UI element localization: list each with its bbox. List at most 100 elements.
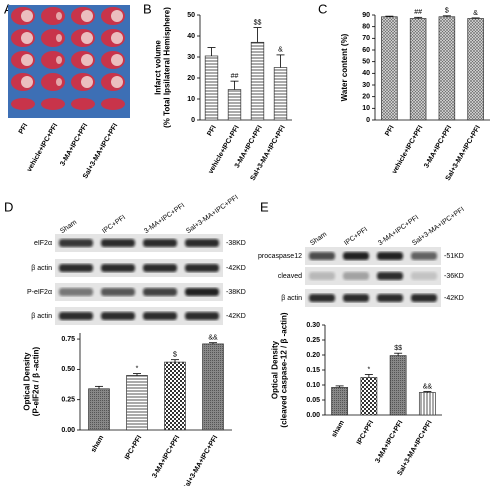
y-axis-label: (P-eIF2α / β -actin): [32, 346, 41, 416]
band: [411, 294, 437, 302]
bar: [389, 355, 407, 416]
band: [185, 239, 219, 247]
blot-strip: [305, 267, 441, 285]
y-tick-label: 0.25: [61, 397, 75, 404]
band: [101, 239, 135, 247]
y-tick-label: 60: [362, 47, 370, 54]
infarct: [21, 76, 33, 88]
lane-label: IPC+PFI: [343, 226, 369, 247]
y-tick-label: 40: [187, 33, 195, 40]
row-label: eIF2α: [34, 240, 52, 247]
x-tick-label: 3-MA+IPC+PFI: [423, 124, 453, 169]
y-axis-label: (% Total Ipsilateral Hemisphere): [163, 7, 172, 128]
bar: [467, 18, 484, 121]
infarct: [21, 10, 33, 22]
band: [143, 239, 177, 247]
infarct: [111, 54, 123, 66]
annotation: &: [278, 47, 283, 54]
annotation: $$: [254, 19, 262, 26]
x-tick-label: sham: [90, 434, 105, 453]
y-axis-label: Optical Density: [271, 340, 280, 399]
y-tick-label: 0.30: [306, 322, 320, 329]
blot-strip: [305, 247, 441, 265]
band: [143, 312, 177, 320]
band: [185, 264, 219, 272]
infarct: [21, 32, 33, 44]
lane-label: IPC+PFI: [101, 214, 127, 235]
annotation: *: [136, 365, 139, 372]
blot-strip: [55, 234, 223, 252]
infarct: [81, 32, 93, 44]
infarct: [81, 76, 93, 88]
y-tick-label: 0.25: [306, 337, 320, 344]
band: [343, 252, 369, 260]
bar: [273, 67, 288, 121]
band: [377, 252, 403, 260]
infarct: [81, 54, 93, 66]
brain-slice: [41, 7, 65, 25]
lane-label: 3-MA+IPC+PFI: [143, 202, 186, 235]
x-tick-label: sham: [331, 419, 346, 438]
annotation: *: [368, 366, 371, 373]
bar: [250, 41, 265, 121]
infarct: [56, 34, 62, 42]
panel-label: B: [143, 1, 152, 16]
band: [309, 294, 335, 302]
size-label: -42KD: [444, 295, 464, 302]
x-tick-label: Sal+3-MA+IPC+PFI: [182, 434, 219, 486]
group-label: 3-MA+IPC+PFI: [59, 122, 89, 167]
brain-slice: [41, 51, 65, 69]
band: [59, 264, 93, 272]
band: [143, 288, 177, 296]
group-label: Sal+3-MA+IPC+PFI: [82, 122, 119, 180]
brain-slice: [41, 73, 65, 91]
infarct: [21, 54, 33, 66]
infarct: [56, 56, 62, 64]
band: [185, 312, 219, 320]
row-label: β actin: [31, 313, 52, 320]
annotation: &&: [208, 335, 218, 342]
size-label: -42KD: [226, 313, 246, 320]
y-axis-label: Infarct volume: [154, 40, 163, 95]
x-tick-label: IPC+PFI: [124, 434, 143, 461]
brain-slice: [41, 29, 65, 47]
y-tick-label: 0.50: [61, 366, 75, 373]
band: [411, 252, 437, 260]
infarct: [111, 32, 123, 44]
band: [377, 294, 403, 302]
y-axis-label: Water content (%): [340, 33, 349, 101]
band: [101, 264, 135, 272]
annotation: &&: [423, 383, 433, 390]
row-label: procaspase12: [258, 253, 302, 260]
y-tick-label: 20: [362, 94, 370, 101]
row-label: β actin: [281, 295, 302, 302]
bar: [331, 387, 349, 416]
y-tick-label: 0: [191, 117, 195, 124]
band: [309, 252, 335, 260]
row-label: P-eIF2α: [27, 289, 52, 296]
band: [309, 272, 335, 280]
x-tick-label: PFI: [206, 124, 218, 137]
y-tick-label: 0: [366, 117, 370, 124]
y-tick-label: 10: [187, 96, 195, 103]
brain-slice: [71, 98, 95, 110]
blot-strip: [55, 259, 223, 277]
y-tick-label: 0.10: [306, 382, 320, 389]
y-tick-label: 20: [187, 75, 195, 82]
lane-label: Sham: [309, 231, 328, 247]
row-label: cleaved: [278, 273, 302, 280]
y-tick-label: 0.00: [306, 412, 320, 419]
band: [343, 272, 369, 280]
x-tick-label: Sal+3-MA+IPC+PFI: [396, 419, 433, 477]
bar: [126, 375, 148, 431]
y-axis-label: (cleaved caspase-12 / β -actin): [280, 312, 289, 427]
bar: [360, 377, 378, 416]
band: [343, 294, 369, 302]
y-tick-label: 0.15: [306, 367, 320, 374]
band: [59, 312, 93, 320]
size-label: -51KD: [444, 253, 464, 260]
bar: [204, 55, 219, 121]
lane-label: Sal+3-MA+IPC+PFI: [185, 194, 240, 235]
bar: [202, 343, 224, 431]
y-tick-label: 0.05: [306, 397, 320, 404]
